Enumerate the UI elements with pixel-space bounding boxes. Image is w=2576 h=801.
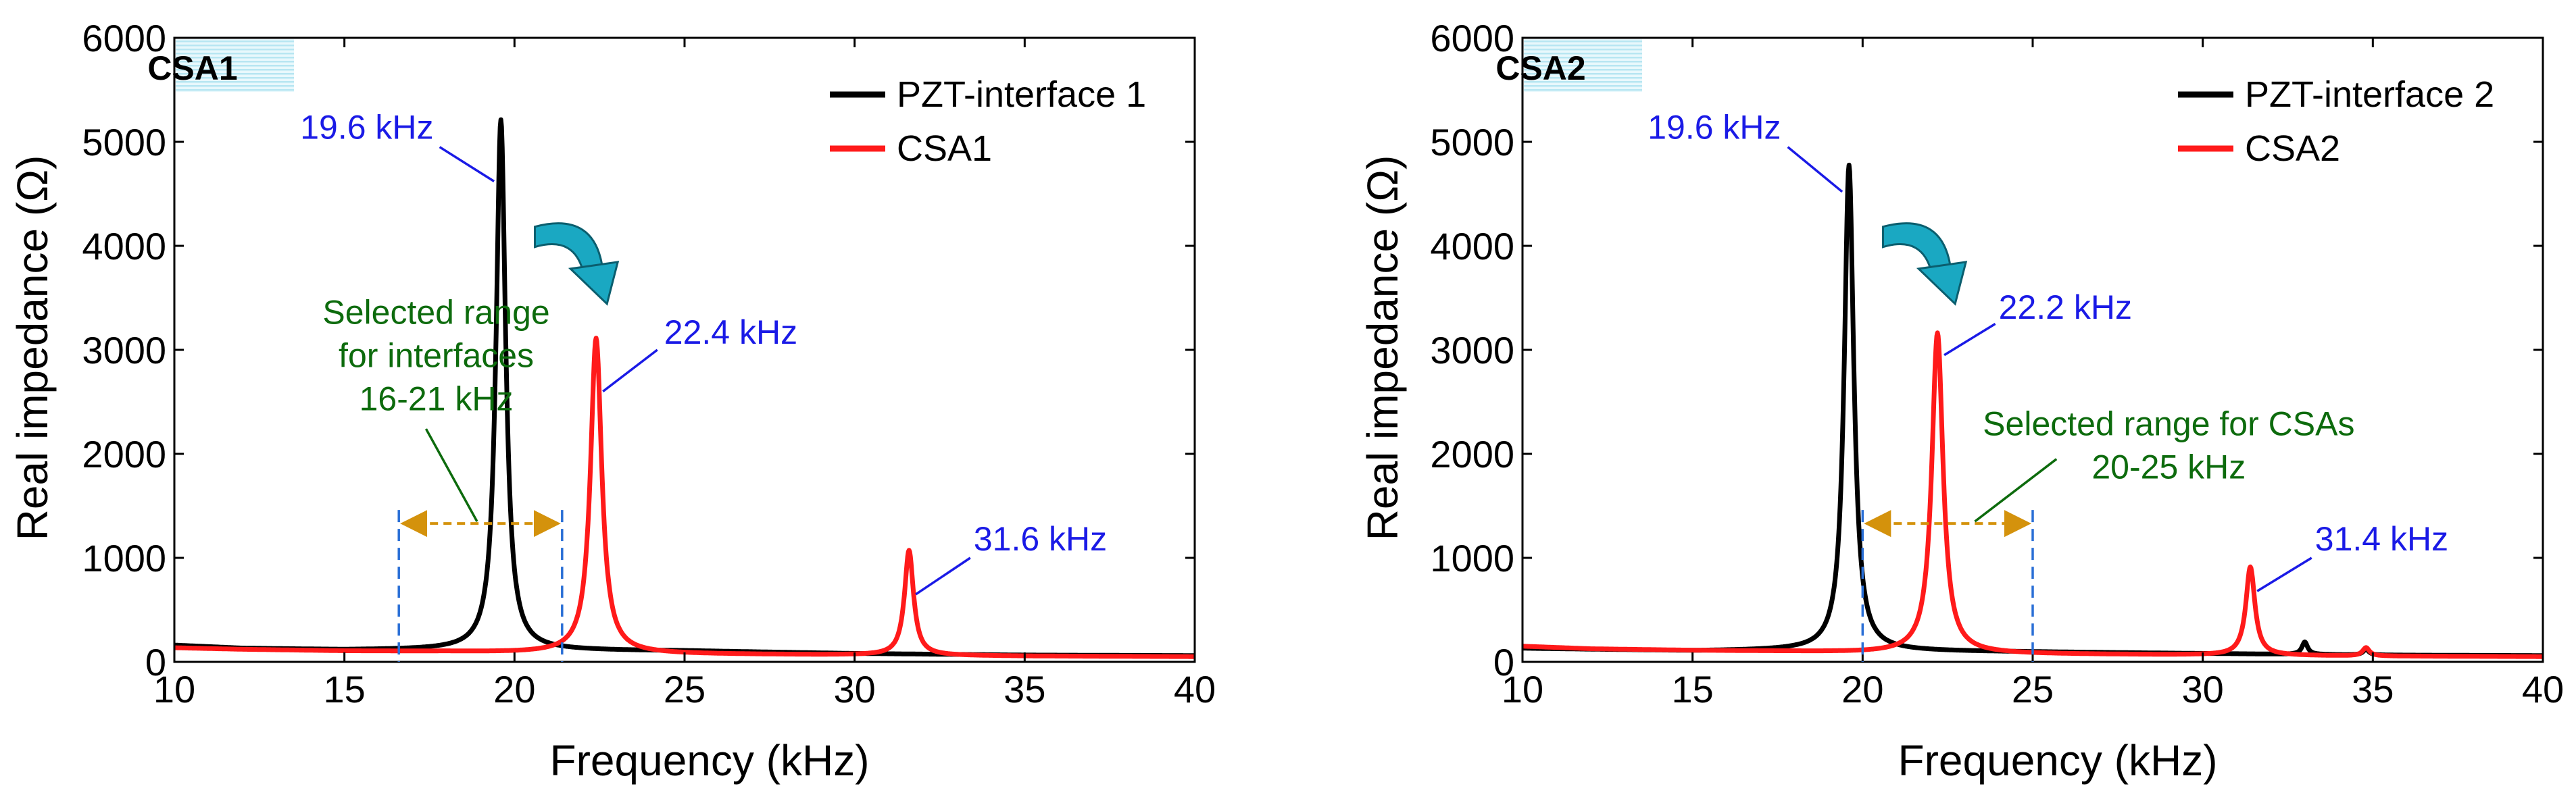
peak-label-31-6-khz-csa1: 31.6 kHz	[974, 520, 1107, 558]
y-tick-label-0-csa2: 0	[1493, 641, 1514, 683]
range-label-line-1-csa1: Selected range	[322, 294, 549, 332]
panel-tag-badge-csa2	[1524, 39, 1642, 92]
range-label-leader-csa2	[1974, 458, 2058, 523]
x-tick-label-30-csa1: 30	[834, 668, 876, 710]
range-label-leader-csa1	[424, 428, 478, 522]
panel-tag-csa1: CSA1	[147, 49, 237, 87]
y-tick-label-4000-csa1: 4000	[82, 225, 166, 267]
x-tick-label-25-csa2: 25	[2012, 668, 2054, 710]
x-tick-label-10-csa1: 10	[153, 668, 195, 710]
range-label-line-2-csa2: 20-25 kHz	[2091, 448, 2246, 486]
y-tick-label-4000-csa2: 4000	[1430, 225, 1514, 267]
legend-label-pzt-interface-2: PZT-interface 2	[2245, 74, 2494, 115]
x-axis-title-csa1: Frequency (kHz)	[550, 736, 870, 785]
y-tick-label-2000-csa1: 2000	[82, 433, 166, 475]
chart-panel-csa2: 10 15 20 25 30 35 40 0 1000 2000 3000 4000 5000 6000 S…	[1430, 17, 2564, 710]
legend-label-csa1: CSA1	[897, 128, 992, 169]
x-tick-label-20-csa1: 20	[493, 668, 535, 710]
panel-tag-csa2: CSA2	[1495, 49, 1585, 87]
y-tick-label-5000-csa1: 5000	[82, 121, 166, 163]
x-axis-title-csa2: Frequency (kHz)	[1898, 736, 2218, 785]
y-tick-label-1000-csa2: 1000	[1430, 537, 1514, 579]
x-tick-label-10-csa2: 10	[1502, 668, 1543, 710]
x-tick-label-20-csa2: 20	[1841, 668, 1883, 710]
range-label-line-2-csa1: for interfaces	[339, 337, 534, 375]
x-tick-label-30-csa2: 30	[2182, 668, 2224, 710]
peak-label-22-2-khz-csa2: 22.2 kHz	[1999, 288, 2132, 326]
y-tick-label-3000-csa1: 3000	[82, 329, 166, 371]
shift-arrow-head-csa2	[1916, 261, 1968, 306]
panel-tag-badge-csa1	[176, 39, 294, 92]
peak-label-19-6-khz-csa1: 19.6 kHz	[300, 108, 433, 146]
peak-leader-22-2-khz-csa2	[1943, 323, 1996, 357]
peak-leader-22-4-khz-csa1	[602, 348, 658, 392]
y-tick-label-0-csa1: 0	[145, 641, 166, 683]
x-tick-label-40-csa2: 40	[2522, 668, 2564, 710]
y-tick-label-1000-csa1: 1000	[82, 537, 166, 579]
x-tick-label-35-csa1: 35	[1004, 668, 1045, 710]
shift-arrow-head-csa1	[568, 261, 620, 306]
peak-leader-31-4-khz-csa2	[2256, 557, 2312, 592]
peak-leader-19-6-khz-csa2	[1787, 146, 1843, 193]
x-tick-label-15-csa1: 15	[324, 668, 366, 710]
series-line-csa1	[172, 336, 1197, 659]
chart-panel-csa1: 10 15 20 25 30 35 40 0 1000 2000 3000 4000 5000 6000 S…	[82, 17, 1216, 710]
peak-label-19-6-khz-csa2: 19.6 kHz	[1648, 108, 1781, 146]
y-axis-title-csa1: Real impedance (Ω)	[8, 155, 57, 541]
peak-label-31-4-khz-csa2: 31.4 kHz	[2315, 520, 2448, 558]
peak-label-22-4-khz-csa1: 22.4 kHz	[664, 313, 797, 351]
y-tick-label-6000-csa1: 6000	[82, 17, 166, 59]
series-line-pzt-interface-1	[172, 117, 1197, 658]
y-tick-label-2000-csa2: 2000	[1430, 433, 1514, 475]
peak-leader-19-6-khz-csa1	[439, 146, 495, 182]
x-tick-label-25-csa1: 25	[664, 668, 705, 710]
range-label-line-1-csa2: Selected range for CSAs	[1983, 405, 2354, 442]
y-axis-title-csa2: Real impedance (Ω)	[1358, 155, 1407, 541]
y-tick-label-3000-csa2: 3000	[1430, 329, 1514, 371]
range-label-line-3-csa1: 16-21 kHz	[360, 380, 514, 418]
legend-label-pzt-interface-1: PZT-interface 1	[897, 74, 1146, 115]
y-tick-label-6000-csa2: 6000	[1430, 17, 1514, 59]
peak-leader-31-6-khz-csa1	[915, 557, 971, 596]
legend-label-csa2: CSA2	[2245, 128, 2340, 169]
x-tick-label-35-csa2: 35	[2352, 668, 2394, 710]
y-tick-label-5000-csa2: 5000	[1430, 121, 1514, 163]
x-tick-label-40-csa1: 40	[1174, 668, 1216, 710]
x-tick-label-15-csa2: 15	[1672, 668, 1714, 710]
